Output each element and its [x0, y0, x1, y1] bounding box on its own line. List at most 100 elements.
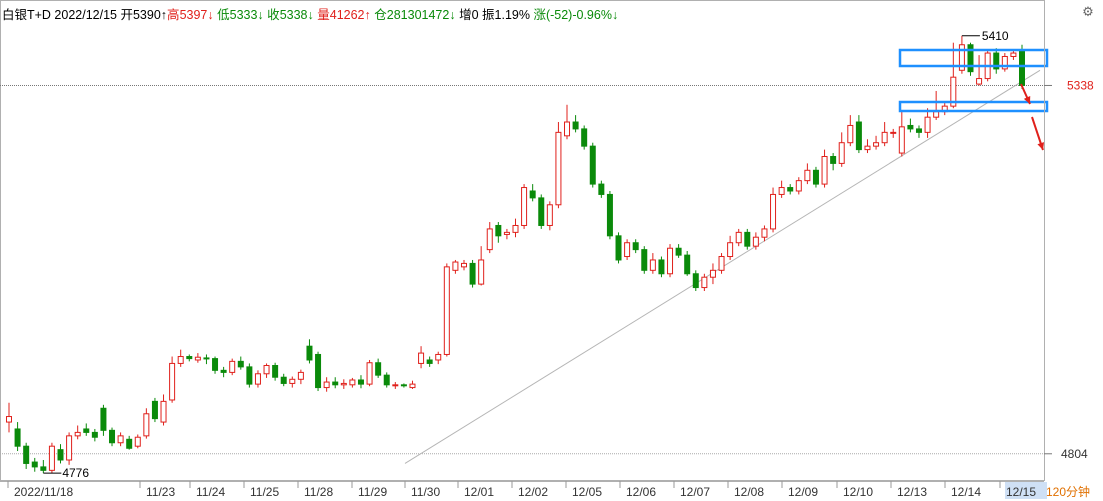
- candle: [109, 427, 116, 447]
- candle: [804, 163, 811, 185]
- candle-body-up: [701, 276, 708, 289]
- candle-body-up: [778, 187, 785, 195]
- candle-body-up: [890, 131, 897, 134]
- candle-body-up: [74, 431, 81, 437]
- candle: [641, 246, 648, 274]
- candle-body-down: [538, 197, 545, 226]
- candle: [667, 244, 674, 278]
- candle-body-down: [606, 193, 613, 237]
- candle: [486, 222, 493, 254]
- candle-body-down: [40, 466, 47, 471]
- quote-header: 白银T+D 2022/12/15 开5390↑高5397↓ 低5333↓ 收53…: [2, 6, 618, 24]
- candle: [838, 132, 845, 167]
- candle-body-up: [752, 236, 759, 247]
- candle-body-down: [357, 379, 364, 385]
- candle: [752, 232, 759, 250]
- candle-body-up: [1001, 55, 1008, 70]
- candle-body-down: [993, 52, 1000, 70]
- candle: [289, 376, 296, 388]
- down-arrow-2-head: [1037, 142, 1045, 150]
- candle: [409, 380, 416, 389]
- y-tick-label-last: 5338: [1067, 78, 1094, 92]
- candle: [306, 339, 313, 364]
- candle-body-down: [1019, 49, 1025, 86]
- candle-body-down: [212, 358, 219, 371]
- candle-body-down: [469, 262, 476, 285]
- candle-body-up: [143, 413, 150, 437]
- candle: [915, 125, 922, 138]
- open-interest-value: 281301472↓: [386, 8, 456, 22]
- candle-body-down: [598, 183, 605, 195]
- candle-body-up: [649, 259, 656, 271]
- open-interest-label: 仓: [374, 8, 387, 22]
- candle-body-down: [23, 445, 30, 464]
- candle-body-up: [366, 362, 373, 385]
- candle: [812, 166, 819, 188]
- x-tick-label: 11/24: [196, 485, 225, 499]
- candle: [220, 366, 227, 378]
- candle-body-up: [435, 353, 442, 361]
- candle: [23, 442, 30, 469]
- candle-body-up: [709, 269, 716, 278]
- volume-value: 41262↑: [329, 8, 371, 22]
- candle-body-down: [692, 273, 699, 289]
- candle: [830, 153, 837, 171]
- candle-body-up: [340, 382, 347, 386]
- candle-body-down: [581, 128, 588, 147]
- candle-body-down: [237, 360, 244, 368]
- candle: [924, 108, 931, 138]
- candle-body-up: [409, 383, 416, 389]
- candle: [323, 377, 330, 392]
- open-price: 开5390↑: [120, 8, 168, 22]
- candle: [31, 457, 38, 472]
- candle-body-up: [512, 224, 519, 233]
- candle-body-down: [109, 429, 116, 444]
- candle: [941, 101, 948, 116]
- candle: [864, 139, 871, 154]
- candle: [950, 42, 957, 109]
- x-tick-label: 12/15: [1006, 485, 1036, 499]
- candle: [126, 435, 133, 450]
- candle: [478, 246, 485, 286]
- candle-body-down: [744, 231, 751, 247]
- candle: [246, 363, 253, 388]
- candle-body-down: [280, 376, 287, 384]
- candle-body-down: [126, 438, 133, 449]
- candle: [332, 377, 339, 389]
- candle-body-down: [658, 259, 665, 275]
- x-tick-label: 12/06: [626, 485, 656, 499]
- candle-body-down: [830, 156, 837, 164]
- candle: [169, 356, 176, 403]
- candle: [357, 375, 364, 389]
- candle-body-down: [186, 356, 193, 360]
- candle: [787, 184, 794, 195]
- x-tick-label: 12/10: [843, 485, 873, 499]
- candle: [709, 263, 716, 285]
- candle-body-up: [521, 187, 528, 226]
- candle-body-down: [272, 365, 279, 378]
- candle: [847, 115, 854, 147]
- candle-body-down: [529, 190, 536, 199]
- candle: [615, 232, 622, 264]
- candle: [495, 222, 502, 243]
- candle-body-up: [229, 360, 236, 373]
- candle-body-up: [727, 242, 734, 258]
- candle-body-down: [375, 362, 382, 376]
- x-tick-label: 12/13: [897, 485, 927, 499]
- gear-icon[interactable]: ⚙: [1082, 4, 1094, 19]
- price-change: 涨(-52)-0.96%↓: [533, 8, 619, 22]
- y-tick-label-low: 4804: [1061, 447, 1088, 461]
- candle-body-down: [495, 224, 502, 237]
- candle-body-up: [847, 124, 854, 144]
- candle-body-up: [392, 384, 399, 387]
- candle: [117, 432, 124, 447]
- candle-body-up: [460, 262, 467, 268]
- candle-body-up: [134, 436, 141, 447]
- candle-body-down: [615, 235, 622, 261]
- candle: [435, 351, 442, 365]
- candle-body-down: [641, 249, 648, 271]
- candle: [203, 354, 210, 365]
- candle: [212, 356, 219, 374]
- down-arrow-1-head: [1023, 96, 1031, 104]
